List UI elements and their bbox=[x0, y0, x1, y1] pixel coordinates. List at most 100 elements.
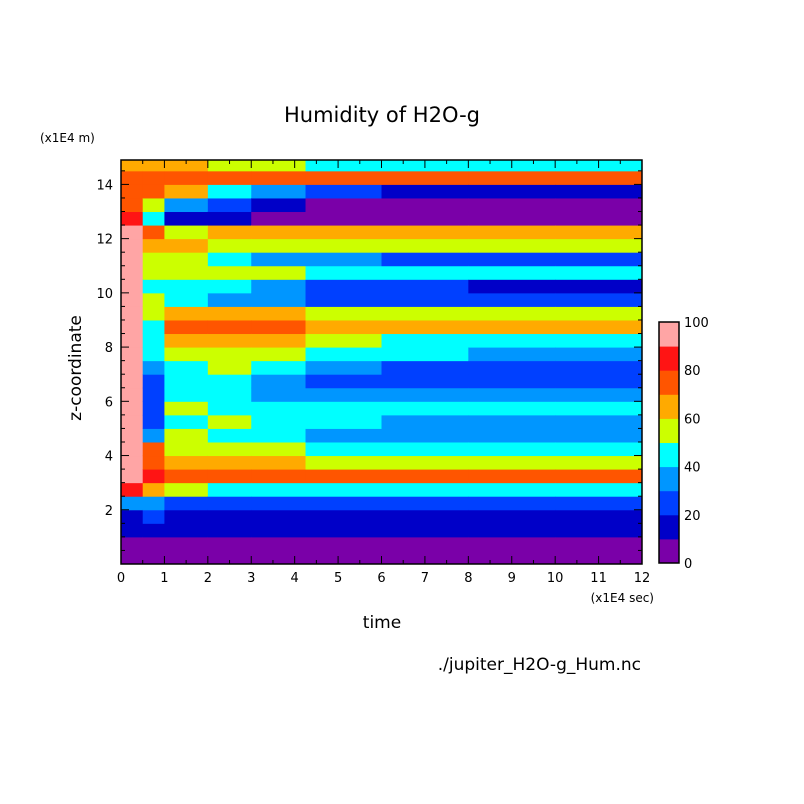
contour-cell bbox=[381, 211, 469, 226]
contour-cell bbox=[121, 496, 144, 511]
contour-cell bbox=[251, 211, 307, 226]
contour-cell bbox=[468, 523, 556, 538]
contour-cell bbox=[207, 455, 252, 470]
x-unit-label: (x1E4 sec) bbox=[591, 591, 654, 605]
x-axis-label: time bbox=[363, 613, 401, 633]
contour-cell bbox=[164, 225, 209, 240]
contour-cell bbox=[164, 170, 209, 185]
contour-cell bbox=[142, 523, 165, 538]
chart-title: Humidity of H2O-g bbox=[284, 103, 480, 127]
contour-cell bbox=[305, 387, 382, 402]
contour-cell bbox=[555, 197, 643, 213]
contour-cell bbox=[121, 160, 144, 172]
contour-cell bbox=[142, 197, 165, 213]
contour-cell bbox=[251, 306, 307, 321]
contour-cell bbox=[164, 536, 209, 551]
contour-cell bbox=[305, 482, 382, 497]
x-tick-label: 0 bbox=[117, 571, 125, 586]
contour-cell bbox=[468, 319, 556, 335]
contour-cell bbox=[164, 414, 209, 429]
contour-cell bbox=[121, 428, 144, 443]
contour-cell bbox=[251, 160, 307, 172]
contour-cell bbox=[305, 523, 382, 538]
contour-cell bbox=[142, 211, 165, 226]
x-tick-label: 1 bbox=[160, 571, 168, 586]
contour-cell bbox=[381, 469, 469, 484]
contour-cell bbox=[381, 387, 469, 402]
contour-cell bbox=[164, 496, 209, 511]
contour-cell bbox=[142, 184, 165, 199]
contour-cell bbox=[251, 414, 307, 429]
contour-cell bbox=[555, 265, 643, 280]
contour-cell bbox=[142, 550, 165, 565]
contour-cell bbox=[381, 252, 469, 267]
contour-cell bbox=[251, 496, 307, 511]
contour-cell bbox=[305, 265, 382, 280]
contour-cell bbox=[251, 536, 307, 551]
contour-cell bbox=[164, 292, 209, 307]
contour-cell bbox=[121, 360, 144, 375]
y-tick-label: 14 bbox=[96, 178, 113, 193]
contour-cell bbox=[381, 292, 469, 307]
colorbar-tick-label: 60 bbox=[684, 412, 701, 427]
contour-cell bbox=[555, 252, 643, 267]
contour-cell bbox=[251, 509, 307, 524]
contour-cell bbox=[555, 428, 643, 443]
contour-cell bbox=[251, 238, 307, 253]
contour-cell bbox=[468, 387, 556, 402]
x-tick-label: 2 bbox=[204, 571, 212, 586]
contour-cell bbox=[555, 509, 643, 524]
contour-cell bbox=[555, 170, 643, 185]
contour-cell bbox=[305, 536, 382, 551]
contour-cell bbox=[468, 441, 556, 457]
contour-cell bbox=[142, 374, 165, 389]
contour-cell bbox=[164, 482, 209, 497]
contour-cell bbox=[555, 523, 643, 538]
colorbar-swatch bbox=[659, 370, 679, 395]
contour-cell bbox=[468, 469, 556, 484]
contour-cell bbox=[305, 401, 382, 416]
contour-cell bbox=[164, 279, 209, 294]
contour-cell bbox=[207, 482, 252, 497]
contour-cell bbox=[142, 170, 165, 185]
contour-cell bbox=[164, 387, 209, 402]
colorbar-swatch bbox=[659, 322, 679, 347]
contour-cell bbox=[207, 279, 252, 294]
contour-cell bbox=[142, 265, 165, 280]
contour-cell bbox=[121, 536, 144, 551]
contour-cell bbox=[555, 333, 643, 348]
colorbar-swatch bbox=[659, 490, 679, 516]
contour-cell bbox=[381, 536, 469, 551]
contour-cell bbox=[468, 496, 556, 511]
colorbar-swatch bbox=[659, 514, 679, 540]
colorbar-swatch bbox=[659, 442, 679, 468]
contour-cell bbox=[142, 482, 165, 497]
contour-cells bbox=[121, 160, 643, 565]
contour-cell bbox=[305, 225, 382, 240]
contour-cell bbox=[381, 428, 469, 443]
contour-cell bbox=[164, 347, 209, 362]
contour-cell bbox=[207, 374, 252, 389]
contour-cell bbox=[381, 238, 469, 253]
contour-cell bbox=[468, 536, 556, 551]
contour-cell bbox=[305, 414, 382, 429]
contour-cell bbox=[305, 360, 382, 375]
contour-cell bbox=[164, 401, 209, 416]
contour-cell bbox=[207, 170, 252, 185]
contour-cell bbox=[121, 319, 144, 335]
contour-cell bbox=[468, 225, 556, 240]
contour-cell bbox=[381, 482, 469, 497]
contour-cell bbox=[555, 211, 643, 226]
contour-cell bbox=[555, 279, 643, 294]
contour-cell bbox=[207, 319, 252, 335]
contour-cell bbox=[142, 306, 165, 321]
contour-cell bbox=[468, 197, 556, 213]
x-tick-label: 8 bbox=[464, 571, 472, 586]
contour-cell bbox=[142, 279, 165, 294]
contour-cell bbox=[121, 238, 144, 253]
y-tick-label: 12 bbox=[96, 233, 113, 248]
contour-cell bbox=[121, 441, 144, 457]
contour-cell bbox=[251, 401, 307, 416]
contour-cell bbox=[207, 292, 252, 307]
